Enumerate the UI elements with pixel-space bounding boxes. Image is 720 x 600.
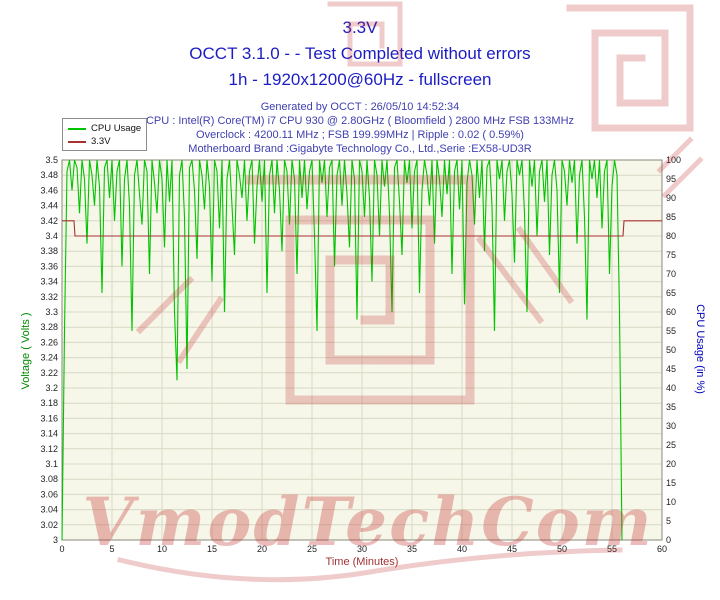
right-tick-label: 55 xyxy=(666,326,676,336)
right-tick-label: 35 xyxy=(666,402,676,412)
left-tick-label: 3.2 xyxy=(45,383,58,393)
test-status-title: OCCT 3.1.0 - - Test Completed without er… xyxy=(189,44,531,63)
x-tick-label: 45 xyxy=(507,544,517,554)
x-tick-label: 60 xyxy=(657,544,667,554)
left-tick-label: 3.5 xyxy=(45,155,58,165)
x-axis-title: Time (Minutes) xyxy=(325,556,399,568)
right-tick-label: 95 xyxy=(666,174,676,184)
left-tick-label: 3.4 xyxy=(45,231,58,241)
left-tick-label: 3.04 xyxy=(40,505,58,515)
system-info-block: Generated by OCCT : 26/05/10 14:52:34 CP… xyxy=(0,100,720,156)
left-tick-label: 3.12 xyxy=(40,444,58,454)
x-tick-label: 10 xyxy=(157,544,167,554)
left-tick-label: 3.06 xyxy=(40,489,58,499)
left-tick-label: 3.36 xyxy=(40,261,58,271)
left-tick-label: 3.44 xyxy=(40,201,58,211)
left-tick-label: 3.1 xyxy=(45,459,58,469)
series-line-cpu-usage xyxy=(61,159,623,541)
right-tick-label: 100 xyxy=(666,155,681,165)
right-tick-label: 90 xyxy=(666,193,676,203)
right-tick-label: 15 xyxy=(666,478,676,488)
overclock-info-line: Overclock : 4200.11 MHz ; FSB 199.99MHz … xyxy=(196,129,524,141)
left-tick-label: 3.14 xyxy=(40,429,58,439)
left-tick-label: 3.42 xyxy=(40,216,58,226)
left-tick-label: 3.08 xyxy=(40,474,58,484)
x-tick-label: 5 xyxy=(109,544,114,554)
plot-border xyxy=(61,159,663,541)
right-tick-label: 45 xyxy=(666,364,676,374)
legend-label-cpu-usage: CPU Usage xyxy=(91,123,142,134)
left-tick-label: 3.22 xyxy=(40,368,58,378)
left-tick-label: 3 xyxy=(53,535,58,545)
right-tick-label: 10 xyxy=(666,497,676,507)
x-tick-label: 0 xyxy=(59,544,64,554)
x-tick-label: 25 xyxy=(307,544,317,554)
left-tick-label: 3.16 xyxy=(40,413,58,423)
cpu-usage-line-swatch xyxy=(68,127,86,130)
left-tick-label: 3.3 xyxy=(45,307,58,317)
right-tick-label: 20 xyxy=(666,459,676,469)
cpu-info-line: CPU : Intel(R) Core(TM) i7 CPU 930 @ 2.8… xyxy=(145,115,575,127)
generated-by-line: Generated by OCCT : 26/05/10 14:52:34 xyxy=(260,101,460,113)
left-tick-label: 3.38 xyxy=(40,246,58,256)
page-title: 3.3V xyxy=(342,18,378,37)
left-tick-label: 3.18 xyxy=(40,398,58,408)
legend-item-cpu-usage: CPU Usage xyxy=(68,122,141,135)
legend-item-voltage: 3.3V xyxy=(68,135,141,148)
right-tick-label: 25 xyxy=(666,440,676,450)
left-tick-label: 3.26 xyxy=(40,337,58,347)
x-tick-label: 40 xyxy=(457,544,467,554)
right-tick-label: 65 xyxy=(666,288,676,298)
right-tick-label: 40 xyxy=(666,383,676,393)
right-tick-label: 80 xyxy=(666,231,676,241)
left-tick-label: 3.34 xyxy=(40,277,58,287)
legend: CPU Usage 3.3V xyxy=(62,118,148,151)
motherboard-info-line: Motherboard Brand :Gigabyte Technology C… xyxy=(188,143,532,155)
voltage-line-swatch xyxy=(68,140,86,143)
right-tick-label: 85 xyxy=(666,212,676,222)
right-tick-label: 75 xyxy=(666,250,676,260)
legend-label-voltage: 3.3V xyxy=(91,136,111,147)
right-tick-label: 5 xyxy=(666,516,671,526)
right-tick-label: 0 xyxy=(666,535,671,545)
left-tick-label: 3.28 xyxy=(40,322,58,332)
right-tick-label: 60 xyxy=(666,307,676,317)
left-tick-label: 3.48 xyxy=(40,170,58,180)
x-tick-label: 30 xyxy=(357,544,367,554)
right-tick-label: 70 xyxy=(666,269,676,279)
series-line-3-3v xyxy=(62,220,662,237)
left-tick-label: 3.32 xyxy=(40,292,58,302)
right-tick-label: 30 xyxy=(666,421,676,431)
x-tick-label: 50 xyxy=(557,544,567,554)
right-tick-label: 50 xyxy=(666,345,676,355)
left-tick-label: 3.46 xyxy=(40,185,58,195)
left-tick-label: 3.02 xyxy=(40,520,58,530)
x-tick-label: 35 xyxy=(407,544,417,554)
test-config-title: 1h - 1920x1200@60Hz - fullscreen xyxy=(228,70,492,89)
x-tick-label: 55 xyxy=(607,544,617,554)
left-tick-label: 3.24 xyxy=(40,353,58,363)
x-tick-label: 15 xyxy=(207,544,217,554)
x-tick-label: 20 xyxy=(257,544,267,554)
